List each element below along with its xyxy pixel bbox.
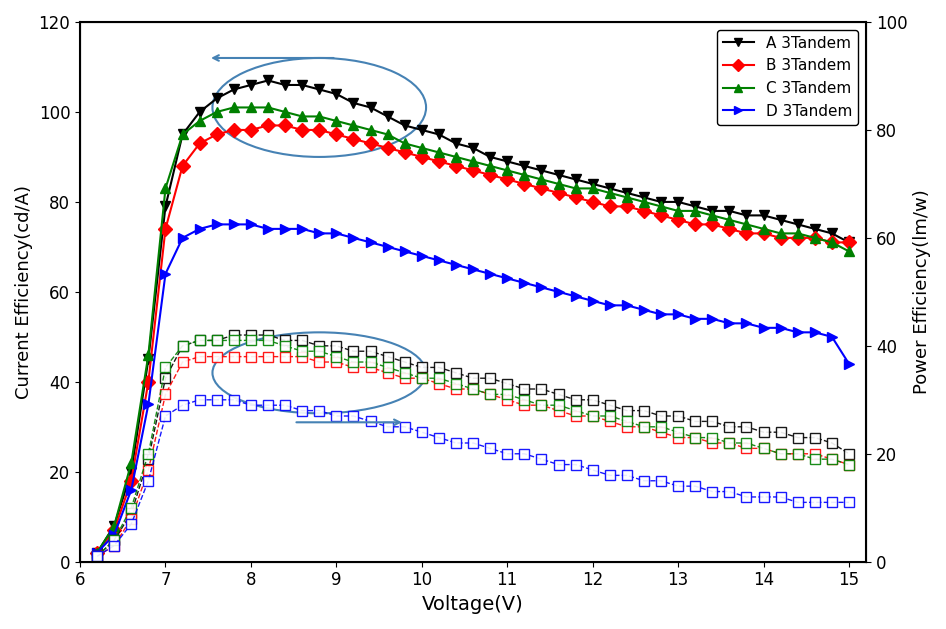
Y-axis label: Power Efficiency(lm/w): Power Efficiency(lm/w)	[913, 189, 931, 394]
Legend: A 3Tandem, B 3Tandem, C 3Tandem, D 3Tandem: A 3Tandem, B 3Tandem, C 3Tandem, D 3Tand…	[717, 30, 858, 125]
Y-axis label: Current Efficiency(cd/A): Current Efficiency(cd/A)	[15, 185, 33, 399]
X-axis label: Voltage(V): Voltage(V)	[422, 595, 524, 614]
